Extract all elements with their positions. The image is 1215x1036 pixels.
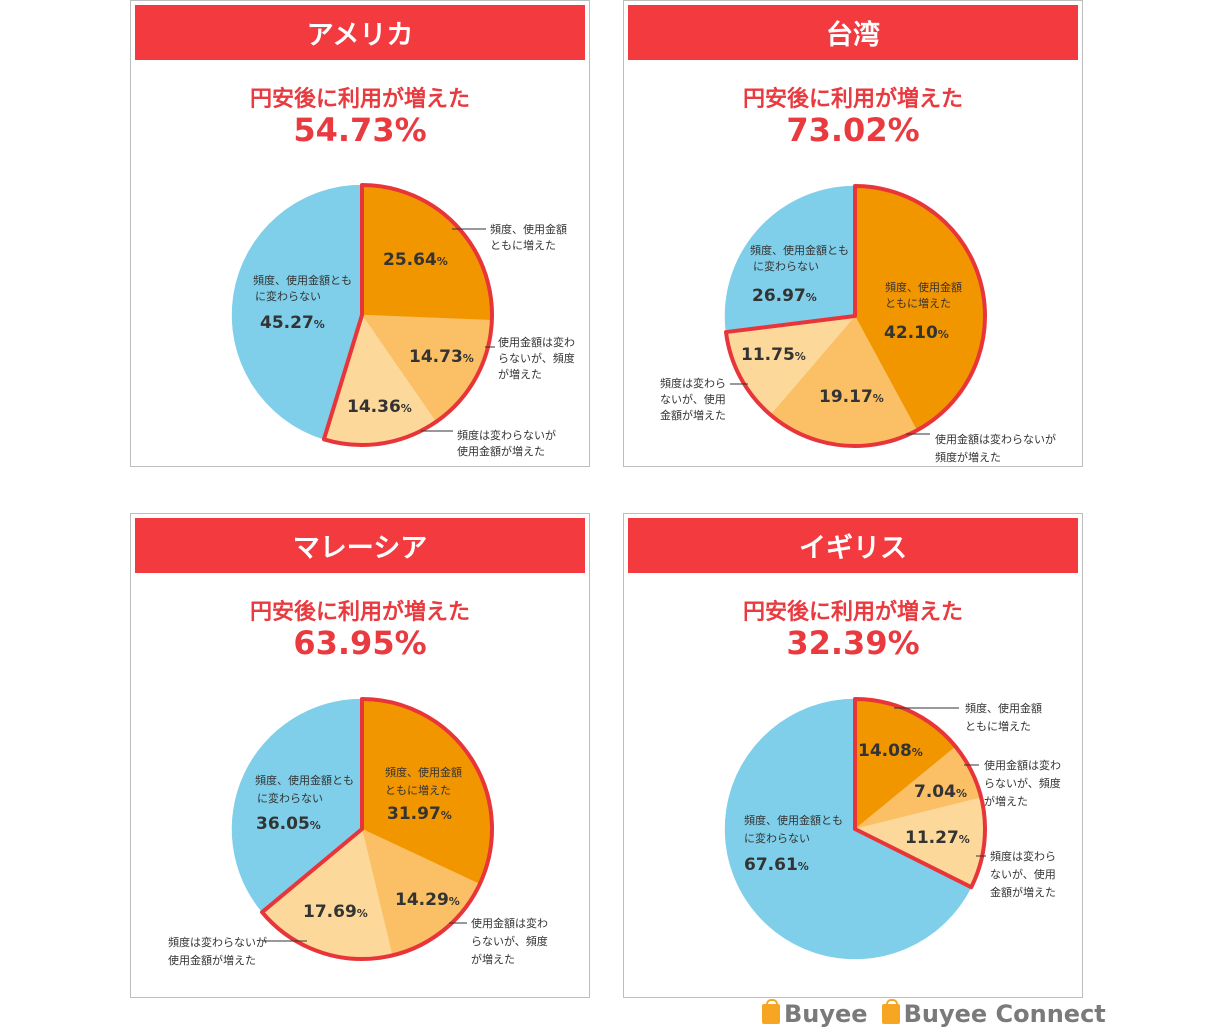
value-label: 14.08% [858,741,923,761]
slice-label-no-change: 頻度、使用金額ともに変わらない [744,813,843,845]
slice-label-both-up: 頻度、使用金額ともに増えた [965,701,1042,733]
country-title: アメリカ [306,20,414,51]
slice-label-no-change: 頻度、使用金額ともに変わらない [750,243,849,273]
footer-logos: Buyee Buyee Connect [762,999,1106,1028]
slice-label-both-up: 頻度、使用金額ともに増えた [385,765,462,797]
slice-label-freq-unchanged: 頻度は変わらないが、使用金額が増えた [660,376,726,422]
headline: 円安後に利用が増えた [742,87,963,112]
increased-outline [853,697,987,890]
panel-taiwan: 台湾 円安後に利用が増えた 73.02% 頻度、使用金額ともに増えた 使用金額は… [623,0,1083,467]
labels: 頻度、使用金額ともに増えた 使用金額は変わらないが、頻度が増えた 頻度は変わらな… [744,701,1061,899]
increased-outline [321,183,494,447]
value-label: 7.04% [914,782,967,802]
shopping-bag-icon [881,999,900,1024]
panel-header: 台湾 [628,5,1078,60]
value-label: 14.29% [395,890,460,910]
value-label: 19.17% [819,387,884,407]
labels: 頻度、使用金額ともに増えた 使用金額は変わらないが頻度が増えた 頻度は変わらない… [660,243,1056,464]
headline: 円安後に利用が増えた [249,87,470,112]
increased-outline [260,697,494,961]
value-label: 14.73% [409,347,474,367]
panel-uk: イギリス 円安後に利用が増えた 32.39% 頻度、使用金額ともに増えた 使用金… [623,513,1083,998]
shopping-bag-icon [762,999,780,1024]
slice-no-change [724,185,856,333]
panel-header: マレーシア [135,518,585,573]
slice-label-both-up: 頻度、使用金額ともに増えた [885,280,962,310]
slice-label-no-change: 頻度、使用金額ともに変わらない [253,273,352,303]
increase-percentage: 73.02% [786,111,920,149]
value-label: 11.75% [741,345,806,365]
slice-label-freq-unchanged: 頻度は変わらないが使用金額が増えた [457,428,556,458]
buyee-connect-logo: Buyee Connect [881,999,1106,1028]
pie-chart-usa: 頻度、使用金額ともに増えた 使用金額は変わらないが、頻度が増えた 頻度は変わらな… [231,183,575,458]
buyee-logo: Buyee [762,999,868,1028]
value-label: 42.10% [884,323,949,343]
slice-label-freq-unchanged: 頻度は変わらないが、使用金額が増えた [990,849,1056,899]
country-title: マレーシア [292,533,428,564]
increase-percentage: 54.73% [293,111,427,149]
slice-label-both-up: 頻度、使用金額ともに増えた [490,222,567,252]
increase-percentage: 32.39% [786,624,920,662]
value-label: 26.97% [752,286,817,306]
value-label: 25.64% [383,250,448,270]
pie-chart-uk: 頻度、使用金額ともに増えた 使用金額は変わらないが、頻度が増えた 頻度は変わらな… [724,697,1061,960]
increased-outline [723,184,987,448]
slice-label-freq-unchanged: 頻度は変わらないが使用金額が増えた [168,935,267,967]
value-label: 36.05% [256,814,321,834]
country-title: 台湾 [826,20,880,51]
increase-percentage: 63.95% [293,624,427,662]
labels: 頻度、使用金額ともに増えた 使用金額は変わらないが、頻度が増えた 頻度は変わらな… [253,222,575,458]
panel-header: アメリカ [135,5,585,60]
labels: 頻度、使用金額ともに増えた 使用金額は変わらないが、頻度が増えた 頻度は変わらな… [168,765,548,967]
slice-no-change [231,184,363,440]
pie-chart-malaysia: 頻度、使用金額ともに増えた 使用金額は変わらないが、頻度が増えた 頻度は変わらな… [168,697,548,967]
value-label: 11.27% [905,828,970,848]
slice-label-amount-unchanged: 使用金額は変わらないが、頻度が増えた [984,758,1061,808]
value-label: 67.61% [744,855,809,875]
country-title: イギリス [799,533,907,564]
headline: 円安後に利用が増えた [742,600,963,625]
panel-header: イギリス [628,518,1078,573]
value-label: 14.36% [347,397,412,417]
panel-malaysia: マレーシア 円安後に利用が増えた 63.95% 頻度、使用金額ともに増えた 使用… [130,513,590,998]
slice-label-amount-unchanged: 使用金額は変わらないが頻度が増えた [935,432,1056,464]
value-label: 45.27% [260,313,325,333]
slice-no-change [231,698,363,913]
panel-usa: アメリカ 円安後に利用が増えた 54.73% 頻度、使用金額ともに増えた 使用金… [130,0,590,467]
slice-label-amount-unchanged: 使用金額は変わらないが、頻度が増えた [471,916,548,966]
value-label: 17.69% [303,902,368,922]
slice-label-no-change: 頻度、使用金額ともに変わらない [255,773,354,805]
pie-chart-taiwan: 頻度、使用金額ともに増えた 使用金額は変わらないが頻度が増えた 頻度は変わらない… [660,184,1056,464]
value-label: 31.97% [387,804,452,824]
slice-label-amount-unchanged: 使用金額は変わらないが、頻度が増えた [498,335,575,381]
headline: 円安後に利用が増えた [249,600,470,625]
slice-no-change [724,698,972,960]
